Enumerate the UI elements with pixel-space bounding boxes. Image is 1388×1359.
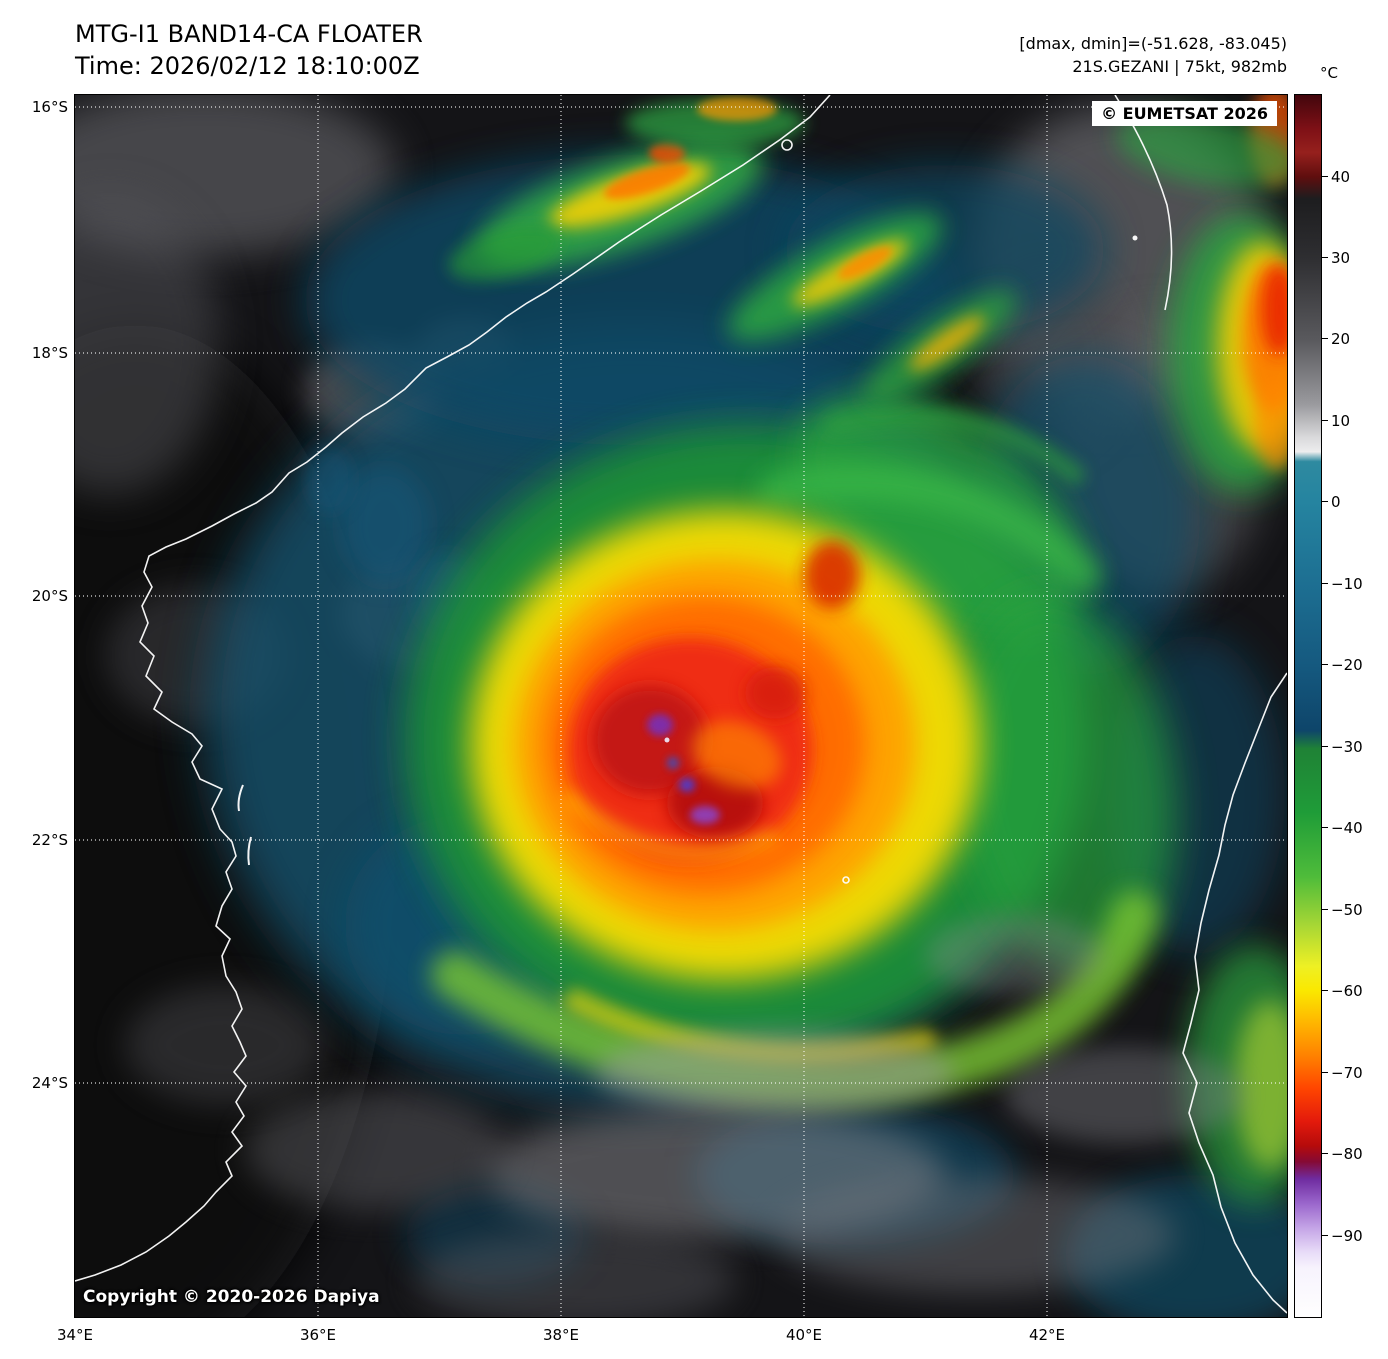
- colorbar: [1294, 94, 1322, 1318]
- dmax-dmin-readout: [dmax, dmin]=(-51.628, -83.045): [1019, 34, 1287, 53]
- storm-core: [470, 510, 980, 980]
- colorbar-tick-m20: −20: [1321, 656, 1363, 674]
- colorbar-tick-m90: −90: [1321, 1227, 1363, 1245]
- colorbar-tick-40: 40: [1320, 168, 1351, 186]
- product-title: MTG-I1 BAND14-CA FLOATER: [75, 20, 423, 48]
- product-time: Time: 2026/02/12 18:10:00Z: [75, 52, 420, 80]
- coastline: [75, 95, 1287, 1314]
- lat-tick-20s: 20°S: [31, 587, 68, 605]
- lon-tick-38e: 38°E: [542, 1326, 580, 1344]
- satellite-image: [75, 95, 1287, 1317]
- storm-info: 21S.GEZANI | 75kt, 982mb: [1072, 57, 1287, 76]
- colorbar-gradient: [1295, 95, 1321, 1317]
- colorbar-tick-m50: −50: [1321, 901, 1363, 919]
- lat-tick-18s: 18°S: [31, 344, 68, 362]
- colorbar-tick-20: 20: [1320, 330, 1351, 348]
- lat-tick-24s: 24°S: [31, 1074, 68, 1092]
- colorbar-tick-m40: −40: [1321, 819, 1363, 837]
- colorbar-tick-m30: −30: [1321, 738, 1363, 756]
- colorbar-tick-0: 0: [1321, 493, 1341, 511]
- top-convection-band: [448, 97, 1017, 404]
- overshooting-tops: [647, 714, 720, 824]
- colorbar-tick-m60: −60: [1321, 982, 1363, 1000]
- lon-tick-34e: 34°E: [56, 1326, 94, 1344]
- colorbar-tick-m70: −70: [1321, 1064, 1363, 1082]
- eumetsat-credit-badge: © EUMETSAT 2026: [1092, 101, 1277, 126]
- colorbar-unit-label: °C: [1320, 64, 1338, 82]
- lat-tick-22s: 22°S: [31, 831, 68, 849]
- colorbar-tick-10: 10: [1320, 412, 1351, 430]
- colorbar-tick-m10: −10: [1321, 575, 1363, 593]
- satellite-map: © EUMETSAT 2026 Copyright © 2020-2026 Da…: [74, 94, 1288, 1318]
- colorbar-tick-m80: −80: [1321, 1145, 1363, 1163]
- lon-tick-36e: 36°E: [299, 1326, 337, 1344]
- lon-tick-40e: 40°E: [785, 1326, 823, 1344]
- lon-tick-42e: 42°E: [1028, 1326, 1066, 1344]
- lat-tick-16s: 16°S: [31, 98, 68, 116]
- low-cloud-layer: [125, 915, 1245, 1317]
- colorbar-tick-30: 30: [1320, 249, 1351, 267]
- copyright-overlay: Copyright © 2020-2026 Dapiya: [83, 1287, 380, 1307]
